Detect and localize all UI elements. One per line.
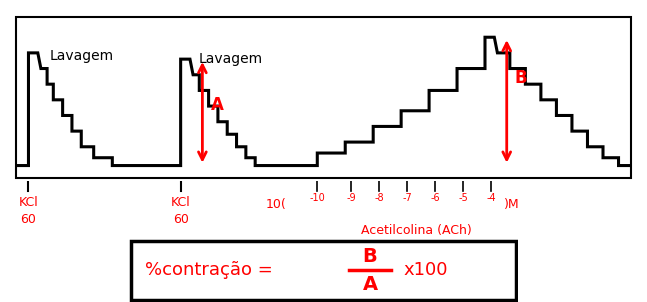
Text: -6: -6 (430, 193, 440, 203)
Text: 10(: 10( (265, 198, 286, 211)
Text: 60: 60 (173, 213, 188, 226)
Text: KCl: KCl (19, 196, 38, 209)
Text: 60: 60 (21, 213, 36, 226)
Text: A: A (210, 95, 223, 114)
Text: A: A (362, 275, 378, 294)
Text: -5: -5 (458, 193, 468, 203)
Text: B: B (515, 69, 527, 87)
Text: -10: -10 (309, 193, 325, 203)
Text: B: B (363, 247, 377, 266)
Text: Lavagem: Lavagem (198, 52, 263, 66)
Text: KCl: KCl (171, 196, 190, 209)
Text: Acetilcolina (ACh): Acetilcolina (ACh) (361, 224, 472, 237)
Text: x100: x100 (403, 261, 448, 279)
Text: -8: -8 (375, 193, 384, 203)
Text: -7: -7 (402, 193, 412, 203)
Text: -9: -9 (347, 193, 356, 203)
Text: %contração =: %contração = (145, 261, 272, 279)
Text: Lavagem: Lavagem (49, 49, 113, 63)
Text: )M: )M (503, 198, 520, 211)
Text: -4: -4 (487, 193, 496, 203)
